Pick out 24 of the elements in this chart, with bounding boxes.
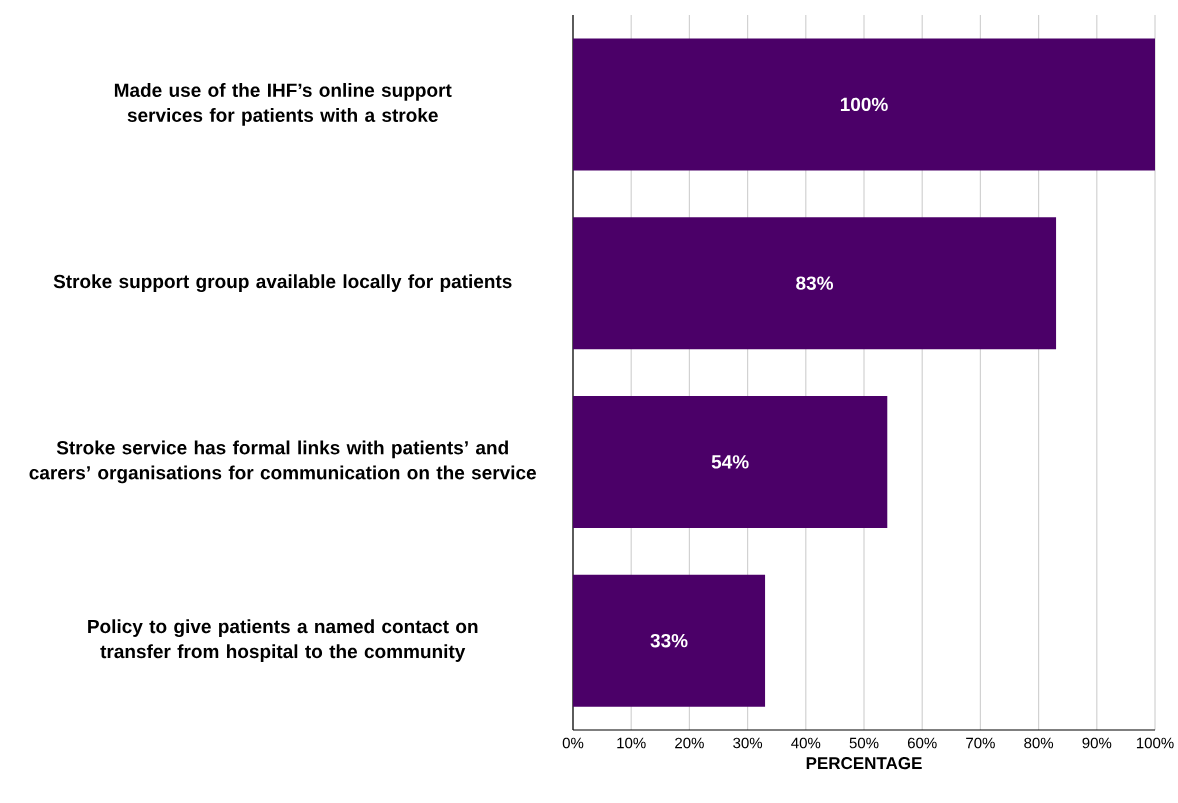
x-tick-label: 80%	[1024, 737, 1054, 749]
bar	[573, 217, 1057, 350]
x-tick-label: 40%	[791, 737, 821, 749]
data-label: 33%	[650, 633, 688, 648]
data-label: 54%	[711, 455, 749, 469]
x-tick-label: 90%	[1082, 737, 1112, 749]
bar	[573, 574, 766, 707]
data-label: 83%	[796, 276, 834, 290]
x-tick-label: 50%	[849, 737, 879, 749]
x-axis-title: PERCENTAGE	[806, 757, 922, 770]
y-tick-label: Stroke service has formal links with patients’ and carers’ organisations for communication on the service	[29, 440, 536, 484]
y-tick-label: Stroke support group available locally for patients	[53, 274, 512, 293]
bar	[573, 395, 888, 528]
x-tick-label: 70%	[966, 737, 995, 749]
data-label: 100%	[840, 97, 888, 112]
bar	[573, 38, 1156, 171]
x-tick-label: 0%	[562, 737, 584, 749]
x-tick-label: 60%	[907, 737, 937, 749]
x-tick-label: 100%	[1136, 737, 1174, 749]
y-tick-label: Policy to give patients a named contact on transfer from hospital to the community	[88, 619, 478, 662]
x-tick-label: 10%	[617, 737, 646, 749]
x-tick-label: 20%	[675, 737, 704, 749]
x-tick-label: 30%	[733, 737, 763, 749]
y-tick-label: Made use of the IHF’s online support services for patients with a stroke	[114, 83, 452, 126]
